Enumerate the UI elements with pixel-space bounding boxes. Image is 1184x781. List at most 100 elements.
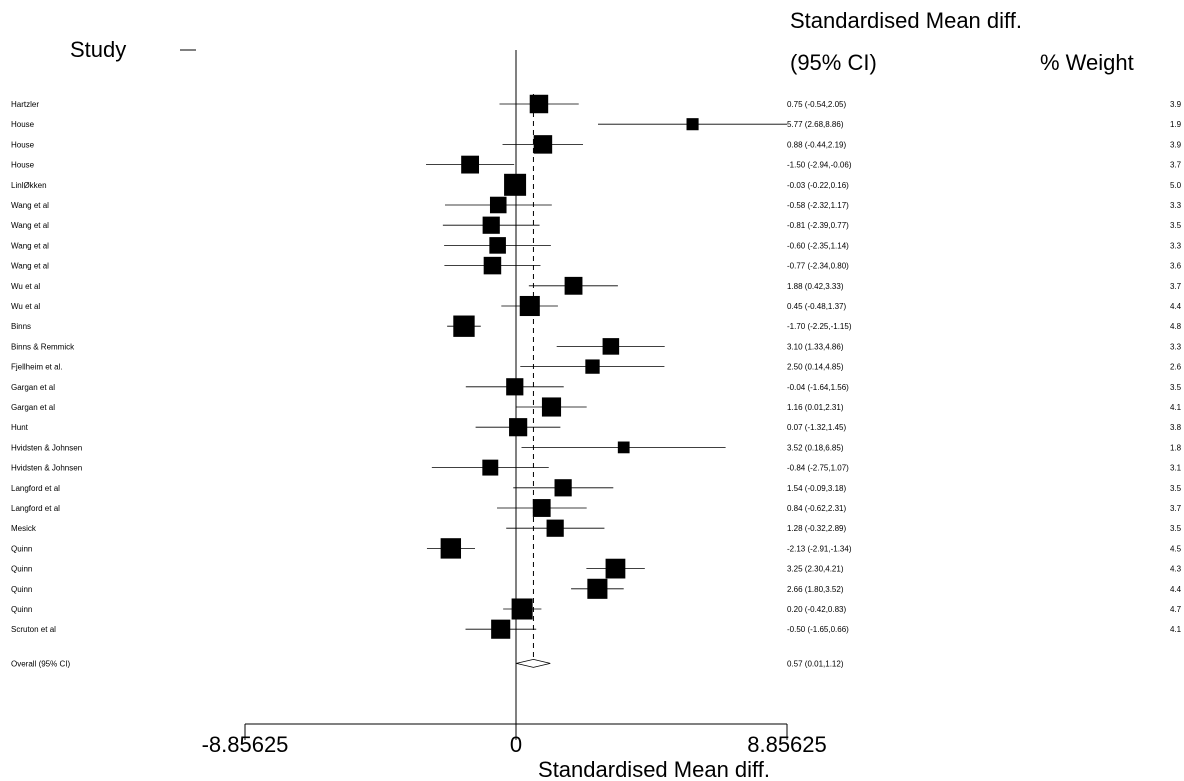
study-row: Quinn 3.25 (2.30,4.21) 4.3 — [11, 558, 1182, 579]
effect-ci-value: 0.84 (-0.62,2.31) — [787, 504, 846, 513]
effect-ci-value: -0.84 (-2.75,1.07) — [787, 464, 849, 473]
effect-box — [504, 173, 527, 196]
weight-value: 3.7 — [1170, 161, 1182, 170]
effect-ci-value: -0.77 (-2.34,0.80) — [787, 262, 849, 271]
effect-box — [461, 155, 480, 174]
overall-row: Overall (95% CI) 0.57 (0.01,1.12) — [11, 658, 844, 668]
x-axis-label: Standardised Mean diff. — [538, 757, 770, 781]
study-rows: Hartzler 0.75 (-0.54,2.05) 3.9 House 5.77 (2… — [11, 50, 1182, 724]
x-axis: -8.85625 0 8.85625 — [202, 723, 827, 757]
effect-ci-value: 1.28 (-0.32,2.89) — [787, 524, 846, 533]
study-row: Wu et al 1.88 (0.42,3.33) 3.7 — [11, 276, 1182, 295]
effect-column-header-line2: (95% CI) — [790, 50, 877, 75]
effect-box — [541, 397, 562, 417]
overall-diamond — [516, 658, 551, 668]
weight-value: 4.4 — [1170, 585, 1182, 594]
x-tick-label: -8.85625 — [202, 732, 289, 757]
effect-box — [554, 479, 572, 497]
effect-box — [482, 216, 500, 234]
effect-box — [453, 315, 475, 337]
effect-ci-value: -0.58 (-2.32,1.17) — [787, 201, 849, 210]
effect-box — [532, 499, 551, 517]
effect-box — [483, 256, 502, 275]
effect-ci-value: 1.16 (0.01,2.31) — [787, 403, 844, 412]
weight-value: 1.9 — [1170, 120, 1182, 129]
study-name: Binns — [11, 322, 31, 331]
weight-value: 3.7 — [1170, 282, 1182, 291]
effect-box — [509, 418, 528, 437]
weight-value: 1.8 — [1170, 443, 1182, 452]
weight-value: 3.5 — [1170, 383, 1182, 392]
weight-value: 5.0 — [1170, 181, 1182, 190]
effect-box — [585, 359, 600, 374]
study-name: LinlØkken — [11, 181, 47, 190]
study-row: Hvidsten & Johnsen -0.84 (-2.75,1.07) 3.1 — [11, 459, 1182, 476]
study-name: Langford et al — [11, 484, 60, 493]
effect-column-header-line1: Standardised Mean diff. — [790, 8, 1022, 33]
study-name: Hvidsten & Johnsen — [11, 443, 82, 452]
study-name: Wu et al — [11, 302, 40, 311]
study-name: Wang et al — [11, 201, 49, 210]
weight-value: 4.8 — [1170, 322, 1182, 331]
study-row: Wu et al 0.45 (-0.48,1.37) 4.4 — [11, 295, 1182, 317]
effect-ci-value: 2.50 (0.14,4.85) — [787, 363, 844, 372]
weight-value: 3.3 — [1170, 342, 1182, 351]
effect-box — [519, 295, 540, 317]
effect-ci-value: -0.03 (-0.22,0.16) — [787, 181, 849, 190]
study-row: House -1.50 (-2.94,-0.06) 3.7 — [11, 155, 1182, 174]
study-row: Binns & Remmick 3.10 (1.33,4.86) 3.3 — [11, 338, 1182, 355]
effect-ci-value: 0.88 (-0.44,2.19) — [787, 140, 846, 149]
study-name: Quinn — [11, 605, 32, 614]
effect-box — [617, 441, 630, 454]
weight-value: 3.6 — [1170, 262, 1182, 271]
effect-box — [564, 276, 583, 295]
effect-box — [489, 237, 506, 254]
study-row: Fjellheim et al. 2.50 (0.14,4.85) 2.6 — [11, 359, 1182, 374]
weight-value: 3.1 — [1170, 464, 1182, 473]
effect-box — [602, 338, 620, 355]
study-name: Quinn — [11, 585, 32, 594]
effect-box — [533, 135, 553, 154]
study-name: Gargan et al — [11, 383, 55, 392]
study-row: Hunt 0.07 (-1.32,1.45) 3.8 — [11, 418, 1182, 437]
weight-value: 3.3 — [1170, 201, 1182, 210]
study-row: Quinn 0.20 (-0.42,0.83) 4.7 — [11, 598, 1182, 620]
study-name: Wang et al — [11, 221, 49, 230]
weight-value: 2.6 — [1170, 363, 1182, 372]
effect-ci-value: 3.52 (0.18,6.85) — [787, 443, 844, 452]
study-name: Scruton et al — [11, 625, 56, 634]
study-row: Wang et al -0.58 (-2.32,1.17) 3.3 — [11, 196, 1182, 214]
effect-ci-value: 0.20 (-0.42,0.83) — [787, 605, 846, 614]
weight-value: 3.5 — [1170, 484, 1182, 493]
weight-value: 3.7 — [1170, 504, 1182, 513]
study-name: Quinn — [11, 565, 32, 574]
study-row: Langford et al 0.84 (-0.62,2.31) 3.7 — [11, 499, 1182, 517]
effect-ci-value: -1.50 (-2.94,-0.06) — [787, 161, 852, 170]
effect-ci-value: -0.50 (-1.65,0.66) — [787, 625, 849, 634]
effect-ci-value: -0.04 (-1.64,1.56) — [787, 383, 849, 392]
study-row: Scruton et al -0.50 (-1.65,0.66) 4.1 — [11, 619, 1182, 639]
effect-ci-value: -0.60 (-2.35,1.14) — [787, 241, 849, 250]
effect-ci-value: 0.45 (-0.48,1.37) — [787, 302, 846, 311]
study-row: LinlØkken -0.03 (-0.22,0.16) 5.0 — [11, 173, 1182, 196]
effect-box — [440, 538, 462, 559]
effect-ci-value: 3.10 (1.33,4.86) — [787, 342, 844, 351]
study-row: Wang et al -0.81 (-2.39,0.77) 3.5 — [11, 216, 1182, 234]
study-name: Gargan et al — [11, 403, 55, 412]
effect-ci-value: -2.13 (-2.91,-1.34) — [787, 544, 852, 553]
effect-box — [491, 619, 511, 639]
effect-ci-value: 3.25 (2.30,4.21) — [787, 565, 844, 574]
study-row: Hvidsten & Johnsen 3.52 (0.18,6.85) 1.8 — [11, 441, 1182, 454]
weight-value: 3.9 — [1170, 140, 1182, 149]
study-row: Quinn -2.13 (-2.91,-1.34) 4.5 — [11, 538, 1182, 559]
effect-ci-value: 0.07 (-1.32,1.45) — [787, 423, 846, 432]
study-column-header: Study — [70, 37, 126, 62]
study-name: Langford et al — [11, 504, 60, 513]
effect-box — [587, 578, 608, 599]
x-tick-label: 0 — [510, 732, 522, 757]
overall-ci-value: 0.57 (0.01,1.12) — [787, 659, 844, 668]
overall-label: Overall (95% CI) — [11, 659, 70, 668]
study-name: Wu et al — [11, 282, 40, 291]
study-name: Hartzler — [11, 100, 39, 109]
